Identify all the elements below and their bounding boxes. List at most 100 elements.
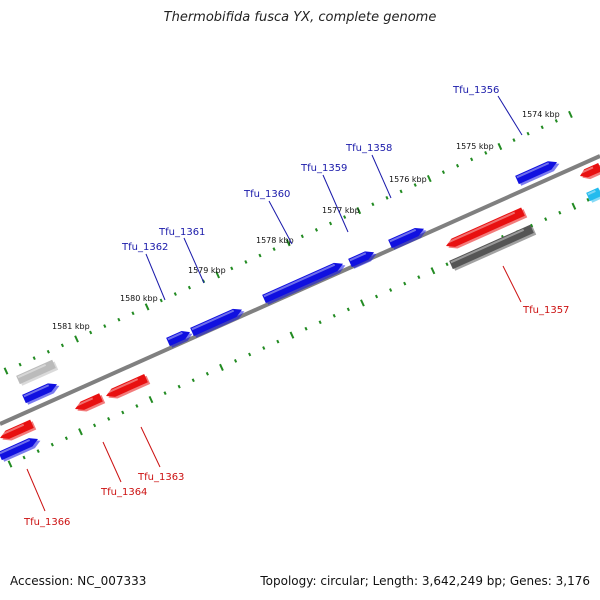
gene-label-tfu-1363: Tfu_1363	[137, 472, 184, 483]
upper-tick	[3, 367, 9, 375]
upper-tick	[385, 195, 389, 200]
kbp-label: 1581 kbp	[52, 322, 90, 331]
lower-tick	[163, 391, 167, 395]
kbp-label: 1574 kbp	[522, 110, 560, 119]
lower-tick	[219, 363, 224, 371]
lower-tick	[262, 346, 266, 350]
upper-tick	[413, 183, 417, 187]
accession: Accession: NC_007333	[10, 574, 147, 588]
lower-tick	[107, 417, 111, 421]
topology-info: Topology: circular; Length: 3,642,249 bp…	[260, 574, 590, 588]
kbp-label: 1577 kbp	[322, 206, 360, 215]
tick-marks	[3, 110, 590, 468]
gene-feature-tfu-1359	[348, 251, 377, 269]
lower-tick	[177, 384, 181, 389]
lower-tick	[445, 262, 449, 267]
upper-tick	[230, 266, 234, 271]
gene-label-tfu-1358: Tfu_1358	[345, 143, 392, 154]
upper-tick	[343, 215, 347, 219]
upper-tick	[32, 356, 36, 361]
upper-tick	[568, 110, 573, 119]
lower-tick	[64, 436, 68, 441]
upper-tick	[117, 317, 121, 322]
gene-feature-tfu-1361	[190, 308, 245, 338]
lower-tick	[332, 313, 336, 318]
upper-tick	[46, 349, 50, 354]
upper-tick	[144, 303, 150, 311]
lower-tick	[233, 359, 238, 363]
kbp-label: 1578 kbp	[256, 236, 294, 245]
lower-tick	[586, 197, 590, 202]
gene-feature-tfu-1360	[262, 262, 346, 305]
lower-tick	[530, 223, 534, 228]
upper-tick	[470, 157, 474, 162]
upper-tick	[215, 271, 221, 279]
gene-label-tfu-1359-leader	[322, 174, 349, 233]
gene-label-tfu-1357-leader	[502, 265, 522, 303]
upper-tick	[426, 174, 432, 183]
gene-features	[0, 161, 600, 462]
lower-tick	[7, 460, 13, 468]
gene-label-tfu-1360: Tfu_1360	[243, 189, 290, 200]
lower-tick	[22, 455, 26, 460]
lower-tick	[318, 320, 322, 325]
lower-tick	[403, 281, 407, 286]
gene-feature-tfu-1356	[515, 161, 560, 186]
gene-label-tfu-1364-leader	[102, 441, 122, 483]
kbp-label: 1575 kbp	[456, 142, 494, 151]
gene-label-tfu-1363-leader	[140, 426, 161, 468]
kbp-label: 1579 kbp	[188, 266, 226, 275]
lower-tick	[558, 210, 562, 215]
lower-tick	[276, 339, 280, 344]
gene-feature	[586, 187, 600, 203]
upper-tick	[244, 260, 248, 264]
upper-tick	[497, 142, 503, 151]
lower-tick	[360, 299, 365, 307]
upper-tick	[272, 247, 276, 252]
map-title: Thermobifida fusca YX, complete genome	[163, 10, 437, 25]
gene-feature	[449, 224, 537, 271]
gene-label-tfu-1357: Tfu_1357	[522, 305, 569, 316]
lower-tick	[248, 352, 252, 357]
upper-tick	[371, 202, 375, 207]
gene-feature-tfu-1358	[388, 227, 427, 250]
upper-tick	[441, 170, 446, 175]
lower-tick	[93, 423, 97, 428]
upper-tick	[18, 362, 22, 367]
upper-tick	[187, 285, 192, 290]
gene-feature-tfu-1362	[166, 331, 193, 348]
kbp-labels: 1574 kbp 1575 kbp 1576 kbp 1577 kbp 1578 kbp…	[52, 110, 560, 331]
upper-tick	[60, 343, 65, 348]
gene-label-tfu-1359: Tfu_1359	[300, 163, 347, 174]
gene-label-tfu-1361-leader	[183, 237, 205, 284]
lower-tick	[289, 331, 295, 339]
upper-tick	[328, 221, 333, 226]
kbp-label: 1580 kbp	[120, 294, 158, 303]
upper-tick	[131, 311, 135, 316]
lower-tick	[346, 307, 350, 312]
upper-tick	[356, 207, 362, 215]
kbp-label: 1576 kbp	[389, 175, 427, 184]
upper-tick	[103, 324, 107, 328]
lower-tick	[50, 442, 54, 447]
gene-feature-tfu-1364	[74, 393, 106, 412]
gene-feature	[22, 383, 60, 405]
lower-tick	[121, 410, 125, 415]
upper-tick	[512, 138, 516, 142]
upper-tick	[554, 118, 558, 123]
gene-feature-tfu-1357	[445, 207, 528, 249]
gene-label-tfu-1356: Tfu_1356	[452, 85, 499, 96]
upper-tick	[455, 163, 460, 168]
upper-tick	[314, 228, 319, 232]
lower-tick	[430, 267, 436, 275]
upper-tick	[484, 151, 488, 155]
gene-label-tfu-1364: Tfu_1364	[100, 487, 147, 498]
lower-tick	[571, 202, 577, 210]
gene-label-tfu-1366-leader	[26, 468, 46, 512]
gene-label-tfu-1358-leader	[371, 154, 392, 199]
gene-labels: Tfu_1356 Tfu_1358 Tfu_1359 Tfu_1360 Tfu_1361…	[23, 85, 569, 528]
gene-label-tfu-1362-leader	[145, 253, 166, 301]
gene-feature	[0, 438, 41, 462]
upper-tick	[399, 189, 403, 194]
